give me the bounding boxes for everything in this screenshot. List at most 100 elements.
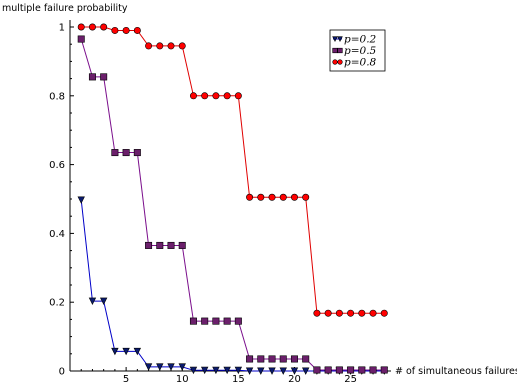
series-3 bbox=[77, 23, 388, 317]
data-point bbox=[100, 73, 108, 81]
data-point bbox=[246, 193, 254, 201]
data-point bbox=[178, 241, 186, 249]
x-tick-label: 5 bbox=[123, 374, 129, 385]
data-point bbox=[324, 366, 332, 374]
data-point bbox=[88, 23, 96, 31]
legend-marker bbox=[332, 47, 338, 54]
data-point bbox=[246, 355, 254, 363]
data-point bbox=[156, 363, 164, 371]
data-point bbox=[111, 26, 119, 34]
data-point bbox=[358, 366, 366, 374]
data-point bbox=[234, 366, 243, 375]
data-point bbox=[279, 193, 287, 201]
y-tick-label: 0.6 bbox=[49, 160, 65, 171]
data-point bbox=[167, 42, 175, 50]
series-line bbox=[80, 38, 385, 371]
series-2 bbox=[77, 35, 388, 374]
data-point bbox=[223, 317, 231, 325]
data-point bbox=[369, 366, 377, 374]
data-point bbox=[145, 241, 153, 249]
data-point bbox=[122, 347, 130, 356]
x-tick-label: 10 bbox=[176, 374, 189, 385]
legend-marker bbox=[337, 59, 343, 65]
legend-item: p=0.8 bbox=[332, 57, 377, 69]
legend-label: p=0.2 bbox=[344, 34, 377, 46]
series-line bbox=[80, 199, 385, 372]
y-tick-label: 0 bbox=[59, 367, 65, 378]
data-point bbox=[302, 193, 310, 201]
y-ticks: 0 0.2 0.4 0.6 0.8 1 bbox=[49, 23, 74, 378]
legend-item: p=0.2 bbox=[332, 34, 377, 46]
data-point bbox=[77, 23, 85, 31]
data-point bbox=[268, 193, 276, 201]
data-point bbox=[167, 241, 175, 249]
data-point bbox=[122, 26, 130, 34]
legend-marker bbox=[337, 47, 343, 54]
data-point bbox=[223, 92, 231, 100]
data-point bbox=[257, 355, 265, 363]
y-tick-label: 1 bbox=[59, 23, 65, 34]
data-point bbox=[156, 42, 164, 50]
series-layer bbox=[77, 23, 388, 375]
x-tick-label: 15 bbox=[232, 374, 245, 385]
legend: p=0.2p=0.5p=0.8 bbox=[329, 29, 386, 72]
data-point bbox=[201, 317, 209, 325]
data-point bbox=[156, 241, 164, 249]
data-point bbox=[133, 26, 141, 34]
data-point bbox=[88, 297, 97, 306]
data-point bbox=[268, 367, 276, 375]
series-1 bbox=[77, 196, 388, 375]
y-axis-label: multiple failure probability bbox=[2, 3, 128, 14]
y-tick-label: 0.8 bbox=[49, 91, 65, 102]
data-point bbox=[189, 366, 198, 375]
x-axis-label: # of simultaneous failures bbox=[395, 366, 517, 377]
data-point bbox=[167, 363, 175, 371]
data-point bbox=[178, 42, 186, 50]
data-point bbox=[122, 149, 130, 157]
data-point bbox=[223, 366, 231, 375]
data-point bbox=[302, 355, 310, 363]
data-point bbox=[133, 347, 142, 356]
data-point bbox=[279, 367, 287, 375]
data-point bbox=[144, 363, 153, 371]
data-point bbox=[380, 366, 388, 374]
x-tick-label: 25 bbox=[344, 374, 357, 385]
data-point bbox=[145, 42, 153, 50]
data-point bbox=[189, 92, 197, 100]
data-point bbox=[234, 317, 242, 325]
legend-marker bbox=[332, 36, 338, 42]
data-point bbox=[257, 193, 265, 201]
data-point bbox=[290, 355, 298, 363]
data-point bbox=[234, 92, 242, 100]
data-point bbox=[111, 149, 119, 157]
data-point bbox=[279, 355, 287, 363]
legend-marker bbox=[337, 36, 343, 42]
data-point bbox=[268, 355, 276, 363]
data-point bbox=[77, 196, 85, 204]
y-tick-label: 0.2 bbox=[49, 298, 65, 309]
data-point bbox=[133, 149, 141, 157]
data-point bbox=[212, 92, 220, 100]
axes: 0 0.2 0.4 0.6 0.8 1 5 10 15 20 25 bbox=[49, 20, 391, 385]
data-point bbox=[380, 309, 388, 317]
legend-marker bbox=[332, 59, 338, 65]
data-point bbox=[178, 363, 186, 371]
y-tick-label: 0.4 bbox=[49, 229, 65, 240]
data-point bbox=[347, 366, 355, 374]
data-point bbox=[302, 367, 310, 375]
data-point bbox=[100, 23, 108, 31]
data-point bbox=[358, 309, 366, 317]
x-tick-label: 20 bbox=[288, 374, 301, 385]
data-point bbox=[111, 347, 119, 356]
data-point bbox=[369, 309, 377, 317]
data-point bbox=[347, 309, 355, 317]
data-point bbox=[201, 92, 209, 100]
data-point bbox=[212, 317, 220, 325]
data-point bbox=[200, 366, 209, 375]
data-point bbox=[335, 366, 343, 374]
legend-label: p=0.5 bbox=[344, 45, 377, 57]
data-point bbox=[313, 309, 321, 317]
data-point bbox=[88, 73, 96, 81]
